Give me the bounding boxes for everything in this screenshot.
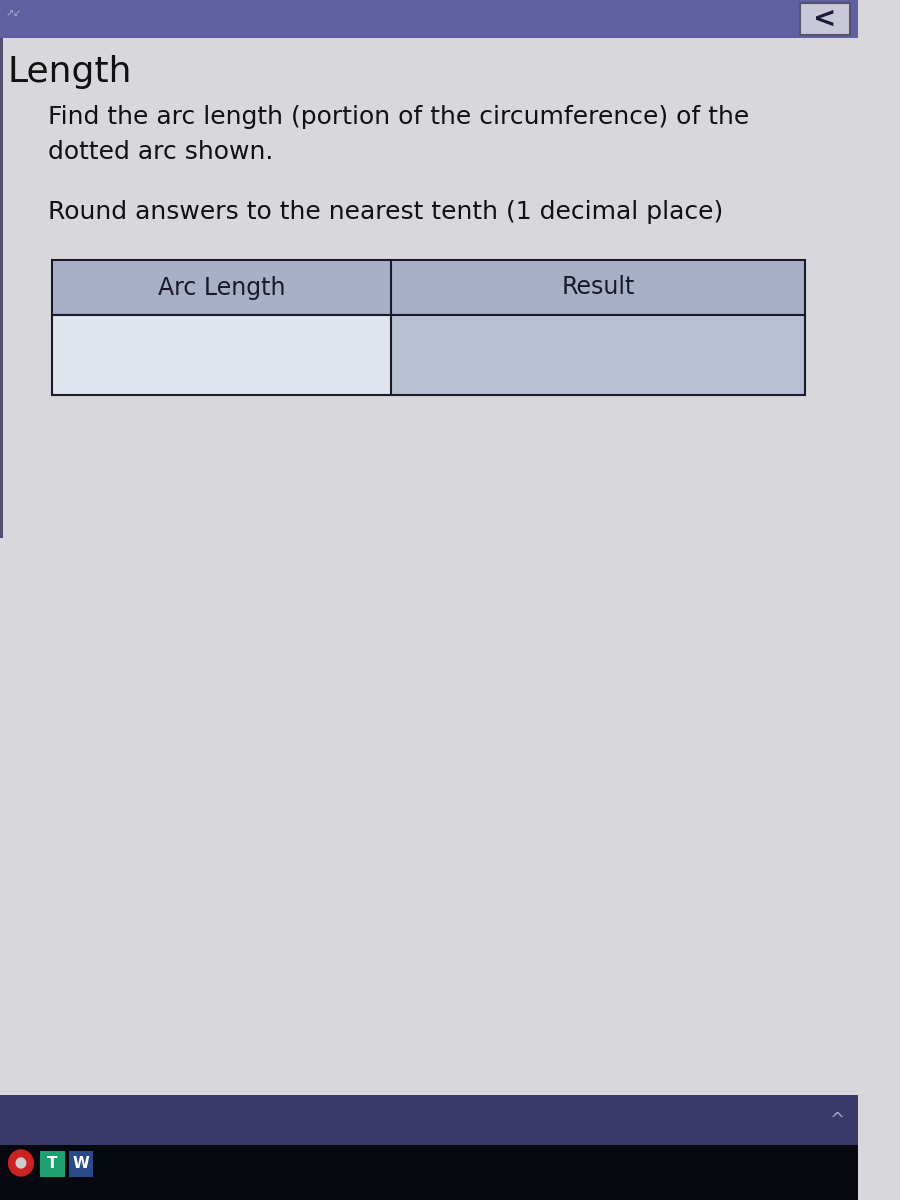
Bar: [391, 314, 806, 395]
Text: Round answers to the nearest tenth (1 decimal place): Round answers to the nearest tenth (1 de…: [48, 200, 723, 224]
Text: T: T: [47, 1157, 58, 1171]
Bar: [52, 260, 806, 314]
Bar: [800, 2, 850, 35]
Text: Length: Length: [7, 55, 132, 89]
Text: dotted arc shown.: dotted arc shown.: [48, 140, 273, 164]
Text: Find the arc length (portion of the circumference) of the: Find the arc length (portion of the circ…: [48, 104, 749, 128]
Text: Arc Length: Arc Length: [158, 276, 285, 300]
Text: <: <: [814, 5, 837, 32]
Bar: [52, 314, 391, 395]
Bar: [0, 0, 858, 38]
Bar: [0, 1094, 858, 1145]
Bar: [0, 38, 858, 1058]
Bar: [0, 38, 3, 538]
Bar: [40, 1151, 65, 1177]
Bar: [52, 260, 806, 314]
Bar: [0, 1145, 858, 1200]
Text: W: W: [73, 1157, 89, 1171]
Text: ↗↙: ↗↙: [5, 8, 22, 18]
Bar: [68, 1151, 94, 1177]
Circle shape: [16, 1158, 26, 1168]
Text: ^: ^: [829, 1111, 844, 1129]
Circle shape: [9, 1150, 33, 1176]
Text: Result: Result: [562, 276, 634, 300]
Bar: [52, 314, 806, 395]
